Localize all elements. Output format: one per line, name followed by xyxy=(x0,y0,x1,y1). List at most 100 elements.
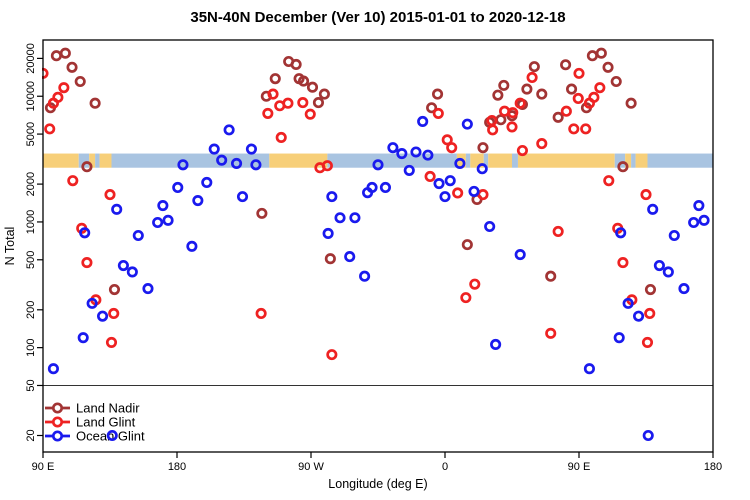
data-point xyxy=(583,363,595,375)
data-point xyxy=(74,75,86,88)
data-point xyxy=(47,363,59,375)
x-tick-label: 90 E xyxy=(568,461,591,473)
data-point xyxy=(521,83,533,95)
data-point xyxy=(644,307,656,320)
data-point xyxy=(495,114,507,126)
map-band xyxy=(43,153,713,168)
map-band-segment-ocean xyxy=(78,153,90,168)
legend-marker-icon xyxy=(51,416,64,428)
y-tick-label: 2000 xyxy=(25,172,37,196)
data-point xyxy=(255,307,267,320)
map-band-segment-ocean xyxy=(614,153,626,168)
data-point xyxy=(152,216,164,229)
data-point xyxy=(67,175,79,187)
data-point xyxy=(625,97,637,109)
data-point xyxy=(424,170,436,183)
x-axis-title: Longitude (deg E) xyxy=(328,477,427,491)
map-band-segment-ocean xyxy=(512,153,518,168)
data-point xyxy=(97,310,109,322)
data-point xyxy=(698,214,710,226)
data-point xyxy=(269,73,281,85)
map-band-segment-ocean xyxy=(111,153,270,168)
data-point xyxy=(613,332,625,344)
data-point xyxy=(334,212,346,224)
chart-title: 35N-40N December (Ver 10) 2015-01-01 to … xyxy=(190,9,565,26)
data-point xyxy=(410,146,422,158)
data-point xyxy=(326,191,338,203)
data-point xyxy=(441,134,453,146)
data-point xyxy=(642,429,654,442)
legend-label: Land Nadir xyxy=(76,401,140,416)
data-point xyxy=(469,278,481,290)
data-point xyxy=(668,229,680,242)
data-point xyxy=(573,67,585,79)
data-point xyxy=(477,142,489,154)
x-tick-label: 90 E xyxy=(32,461,55,473)
data-point xyxy=(560,59,572,71)
series-land-nadir xyxy=(44,47,657,296)
y-tick-label: 5000 xyxy=(25,122,37,146)
data-point xyxy=(89,97,101,109)
data-point xyxy=(602,61,614,73)
data-point xyxy=(372,159,384,171)
data-point xyxy=(583,97,595,109)
data-point xyxy=(132,229,144,242)
data-point xyxy=(486,115,498,127)
data-point xyxy=(507,107,519,119)
data-point xyxy=(678,283,690,295)
data-point xyxy=(267,88,279,100)
data-point xyxy=(688,216,700,229)
data-point xyxy=(506,121,518,133)
data-point xyxy=(216,154,228,166)
y-tick-label: 200 xyxy=(25,301,37,319)
data-point xyxy=(275,131,287,144)
data-point xyxy=(104,189,116,201)
data-point xyxy=(326,349,338,361)
map-band-segment-land xyxy=(517,153,615,168)
data-point xyxy=(610,75,622,88)
data-point xyxy=(321,160,333,172)
data-point xyxy=(208,143,220,155)
data-point xyxy=(157,200,169,212)
data-point xyxy=(359,270,371,282)
data-point xyxy=(514,249,526,261)
data-point xyxy=(50,50,62,62)
data-point xyxy=(603,175,615,187)
data-point xyxy=(560,105,572,117)
map-band-segment-land xyxy=(43,153,79,168)
legend-item-ocean-glint: Ocean Glint xyxy=(45,429,145,444)
data-point xyxy=(304,108,316,120)
data-point xyxy=(568,123,580,135)
data-point xyxy=(622,297,634,309)
axes: 90 E 180 90 W 0 90 E 180 20 50 100 200 500 1000 2000… xyxy=(25,43,722,473)
x-tick-label: 180 xyxy=(704,461,722,473)
data-point xyxy=(44,123,56,135)
data-point xyxy=(318,88,330,100)
data-point xyxy=(460,292,472,304)
data-point xyxy=(498,79,510,91)
map-band-segment-land xyxy=(635,153,648,168)
data-point xyxy=(324,253,336,265)
data-point xyxy=(81,257,93,269)
data-point xyxy=(108,307,120,320)
data-point xyxy=(162,214,174,226)
data-point xyxy=(256,207,268,219)
data-point xyxy=(580,123,592,135)
data-point xyxy=(545,327,557,339)
data-point xyxy=(426,102,438,114)
map-band-segment-ocean xyxy=(327,153,457,168)
legend-marker-icon xyxy=(51,430,64,442)
map-band-segment-ocean xyxy=(95,153,100,168)
data-point xyxy=(528,61,540,73)
data-point xyxy=(594,82,606,94)
data-point xyxy=(186,240,198,252)
data-point xyxy=(231,157,243,169)
y-tick-label: 50 xyxy=(25,379,37,391)
map-band-segment-ocean xyxy=(483,153,489,168)
legend-item-land-nadir: Land Nadir xyxy=(45,401,140,416)
series-land-glint xyxy=(42,67,656,361)
data-point xyxy=(653,259,665,272)
data-point xyxy=(262,107,274,119)
